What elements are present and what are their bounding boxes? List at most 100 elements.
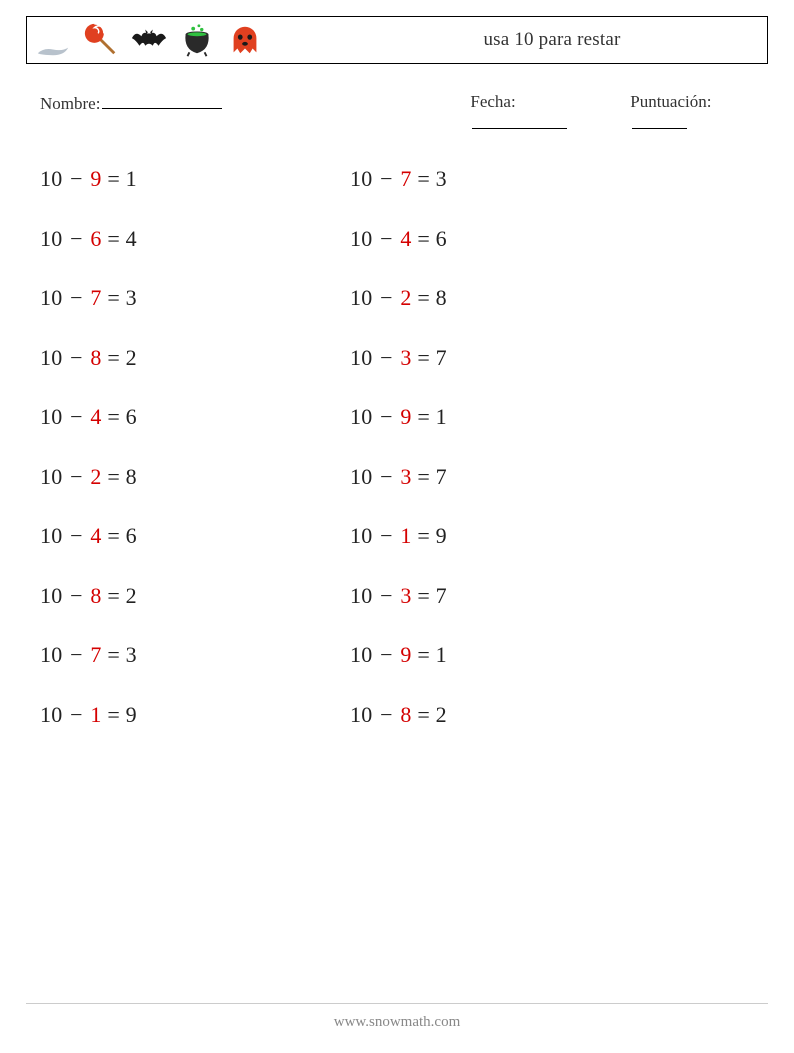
problem-row: 10 − 8 = 2 xyxy=(40,583,350,609)
equals: = xyxy=(412,345,436,370)
subtrahend: 8 xyxy=(90,583,101,608)
meta-row: Nombre: Fecha: Puntuación: xyxy=(26,92,768,134)
date-blank[interactable] xyxy=(472,112,567,129)
equals: = xyxy=(102,345,126,370)
difference: 3 xyxy=(126,285,137,310)
minuend: 10 xyxy=(350,166,372,191)
subtrahend: 8 xyxy=(400,702,411,727)
problem-row: 10 − 8 = 2 xyxy=(40,345,350,371)
minus-sign: − xyxy=(372,226,400,251)
problem-row: 10 − 4 = 6 xyxy=(40,523,350,549)
difference: 1 xyxy=(126,166,137,191)
equals: = xyxy=(102,702,126,727)
equals: = xyxy=(412,642,436,667)
subtrahend: 3 xyxy=(400,583,411,608)
subtrahend: 9 xyxy=(400,404,411,429)
moon-icon xyxy=(33,20,73,60)
problem-row: 10 − 9 = 1 xyxy=(350,642,660,668)
equals: = xyxy=(412,523,436,548)
worksheet-header: usa 10 para restar xyxy=(26,16,768,64)
difference: 2 xyxy=(436,702,447,727)
equals: = xyxy=(102,226,126,251)
problems-right-column: 10 − 7 = 3 10 − 4 = 6 10 − 2 = 8 10 − 3 = 7… xyxy=(350,166,660,761)
subtrahend: 6 xyxy=(90,226,101,251)
bat-icon xyxy=(129,20,169,60)
equals: = xyxy=(102,285,126,310)
subtrahend: 4 xyxy=(400,226,411,251)
equals: = xyxy=(412,226,436,251)
minus-sign: − xyxy=(372,464,400,489)
problem-row: 10 − 7 = 3 xyxy=(40,285,350,311)
name-field: Nombre: xyxy=(26,92,470,134)
subtrahend: 7 xyxy=(90,642,101,667)
difference: 8 xyxy=(436,285,447,310)
problems-area: 10 − 9 = 110 − 6 = 410 − 7 = 310 − 8 = 2… xyxy=(26,166,768,761)
equals: = xyxy=(412,464,436,489)
lollipop-icon xyxy=(81,20,121,60)
subtrahend: 8 xyxy=(90,345,101,370)
minuend: 10 xyxy=(40,404,62,429)
subtrahend: 3 xyxy=(400,345,411,370)
equals: = xyxy=(412,166,436,191)
minus-sign: − xyxy=(62,166,90,191)
score-blank[interactable] xyxy=(632,112,687,129)
subtrahend: 7 xyxy=(400,166,411,191)
difference: 7 xyxy=(436,345,447,370)
difference: 1 xyxy=(436,404,447,429)
minuend: 10 xyxy=(40,642,62,667)
minus-sign: − xyxy=(372,702,400,727)
subtrahend: 2 xyxy=(90,464,101,489)
name-blank[interactable] xyxy=(102,92,222,109)
subtrahend: 4 xyxy=(90,523,101,548)
minuend: 10 xyxy=(350,226,372,251)
difference: 7 xyxy=(436,583,447,608)
difference: 6 xyxy=(436,226,447,251)
problem-row: 10 − 2 = 8 xyxy=(40,464,350,490)
difference: 2 xyxy=(126,345,137,370)
date-label: Fecha: xyxy=(470,92,515,111)
minuend: 10 xyxy=(40,226,62,251)
difference: 1 xyxy=(436,642,447,667)
difference: 9 xyxy=(436,523,447,548)
minuend: 10 xyxy=(40,345,62,370)
problem-row: 10 − 9 = 1 xyxy=(40,166,350,192)
minuend: 10 xyxy=(40,523,62,548)
equals: = xyxy=(102,464,126,489)
problem-row: 10 − 1 = 9 xyxy=(40,702,350,728)
minus-sign: − xyxy=(62,226,90,251)
subtrahend: 9 xyxy=(90,166,101,191)
minuend: 10 xyxy=(350,464,372,489)
minuend: 10 xyxy=(350,404,372,429)
difference: 4 xyxy=(126,226,137,251)
minus-sign: − xyxy=(62,523,90,548)
equals: = xyxy=(412,285,436,310)
minus-sign: − xyxy=(372,166,400,191)
minuend: 10 xyxy=(40,464,62,489)
equals: = xyxy=(102,523,126,548)
date-field: Fecha: xyxy=(470,92,612,134)
minus-sign: − xyxy=(62,464,90,489)
minus-sign: − xyxy=(372,345,400,370)
minus-sign: − xyxy=(372,642,400,667)
minuend: 10 xyxy=(40,166,62,191)
score-label: Puntuación: xyxy=(630,92,711,111)
equals: = xyxy=(102,404,126,429)
minuend: 10 xyxy=(40,583,62,608)
minus-sign: − xyxy=(62,702,90,727)
minuend: 10 xyxy=(350,642,372,667)
equals: = xyxy=(412,404,436,429)
difference: 8 xyxy=(126,464,137,489)
problem-row: 10 − 4 = 6 xyxy=(40,404,350,430)
minus-sign: − xyxy=(372,523,400,548)
subtrahend: 1 xyxy=(400,523,411,548)
equals: = xyxy=(102,642,126,667)
problem-row: 10 − 3 = 7 xyxy=(350,345,660,371)
problem-row: 10 − 1 = 9 xyxy=(350,523,660,549)
subtrahend: 7 xyxy=(90,285,101,310)
minus-sign: − xyxy=(372,285,400,310)
worksheet-title: usa 10 para restar xyxy=(182,29,794,51)
difference: 9 xyxy=(126,702,137,727)
minus-sign: − xyxy=(62,404,90,429)
minuend: 10 xyxy=(350,523,372,548)
difference: 3 xyxy=(126,642,137,667)
